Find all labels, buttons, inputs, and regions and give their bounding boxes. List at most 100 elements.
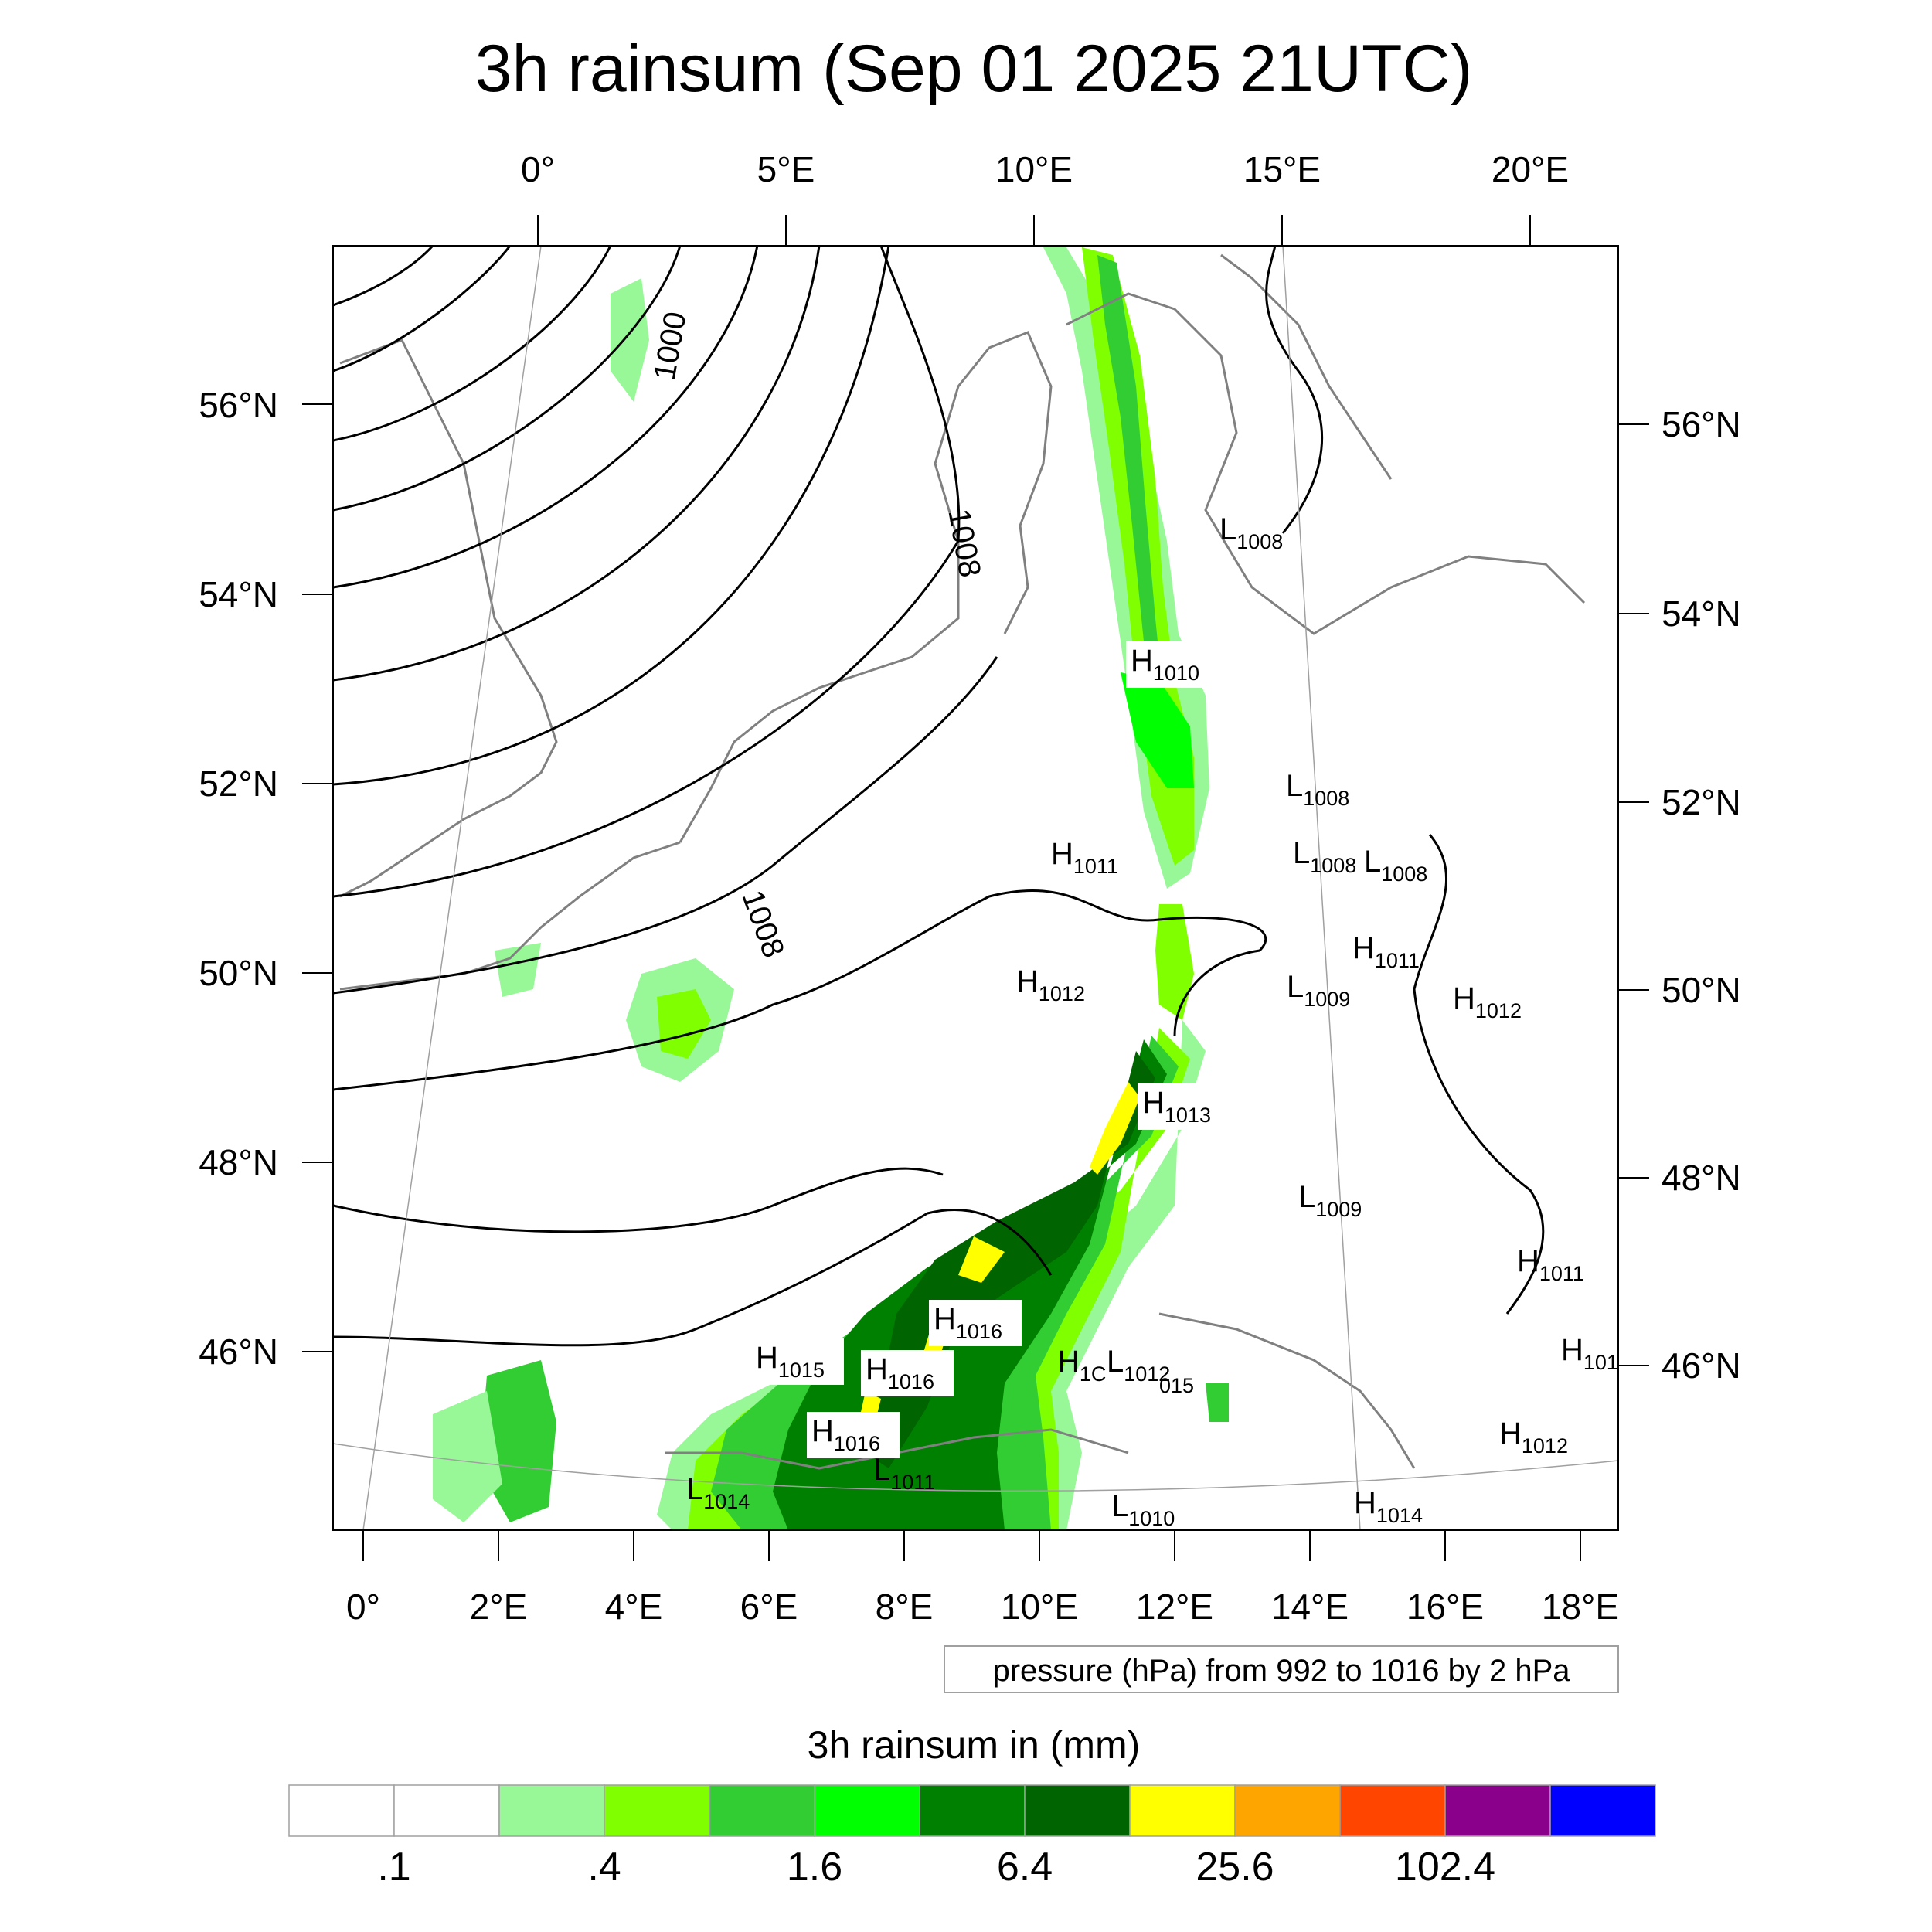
isobar-3: [333, 246, 612, 442]
rain-core-heavy-1: [1090, 1082, 1140, 1175]
svg-text:H1011: H1011: [1051, 837, 1118, 878]
colorbar-box: [1024, 1784, 1131, 1837]
pressure-center: L1010: [1111, 1489, 1175, 1530]
pressure-center: L1008: [1219, 512, 1283, 553]
svg-text:L1010: L1010: [1111, 1489, 1175, 1530]
pressure-center: L1008: [1293, 836, 1356, 877]
svg-text:015: 015: [1159, 1374, 1194, 1397]
pressure-center: H1011: [1352, 931, 1420, 972]
bottom-lon-label: 0°: [346, 1587, 380, 1627]
colorbar-label: 6.4: [997, 1845, 1053, 1889]
right-lat-label: 46°N: [1662, 1345, 1741, 1386]
contour-info-text: pressure (hPa) from 992 to 1016 by 2 hPa: [992, 1654, 1570, 1688]
svg-text:H1016: H1016: [934, 1302, 1002, 1343]
colorbar-box: [1444, 1784, 1551, 1837]
isobar-1: [333, 246, 434, 307]
svg-text:H1013: H1013: [1142, 1086, 1211, 1127]
isobar-14: [1413, 834, 1545, 1315]
contour-info-box: pressure (hPa) from 992 to 1016 by 2 hPa: [944, 1645, 1619, 1693]
pressure-center: H1013: [1138, 1083, 1230, 1130]
tick-marks: [302, 215, 1649, 1561]
rain-band-north-green: [1121, 672, 1194, 788]
coastline-britain: [339, 338, 558, 898]
bottom-lon-label: 18°E: [1542, 1587, 1619, 1627]
rain-core-heavy-2: [958, 1236, 1005, 1283]
colorbar-box: [1339, 1784, 1446, 1837]
pressure-center: H1016: [861, 1350, 954, 1396]
svg-text:H1C: H1C: [1057, 1345, 1106, 1386]
pressure-center: H1014: [1354, 1486, 1423, 1527]
svg-text:H1011: H1011: [1352, 931, 1420, 972]
bottom-lon-label: 8°E: [876, 1587, 934, 1627]
isobar-10: [333, 889, 1267, 1091]
isobar-2: [333, 246, 512, 372]
coastline-scandinavia: [1220, 253, 1393, 480]
coastline-baltic: [1066, 292, 1586, 635]
pressure-center: L1008: [1364, 845, 1427, 886]
coastline-channel: [339, 841, 681, 991]
isobar-11: [333, 1167, 944, 1233]
svg-text:L1008: L1008: [1286, 769, 1349, 810]
colorbar-box: [709, 1784, 815, 1837]
colorbar-label: 25.6: [1196, 1845, 1274, 1889]
top-lon-label: 10°E: [995, 149, 1073, 189]
colorbar-box: [604, 1784, 710, 1837]
colorbar: 3h rainsum in (mm) .1 .4 1.6 6.4 25.6 10…: [288, 1723, 1656, 1889]
colorbar-label: .1: [377, 1845, 410, 1889]
rain-patch-west-2: [611, 278, 649, 402]
svg-text:L1012: L1012: [1107, 1345, 1170, 1386]
svg-text:L1014: L1014: [686, 1472, 750, 1513]
coastline-denmark: [934, 331, 1053, 634]
pressure-center: H1012: [1016, 964, 1085, 1005]
top-longitude-labels: 0° 5°E 10°E 15°E 20°E: [521, 149, 1569, 189]
left-lat-label: 52°N: [199, 764, 278, 804]
rain-band-central-lime: [1155, 904, 1194, 1020]
pressure-center: 015: [1159, 1374, 1194, 1397]
pressure-center: H1C: [1057, 1345, 1106, 1386]
isobars: [333, 246, 1545, 1347]
svg-text:L1008: L1008: [1364, 845, 1427, 886]
rain-patch-west-3: [495, 943, 541, 997]
svg-text:L1011: L1011: [873, 1453, 935, 1494]
rain-patch-southwest-light: [433, 1391, 502, 1522]
bottom-longitude-labels: 0° 2°E 4°E 6°E 8°E 10°E 12°E 14°E 16°E 1…: [346, 1587, 1619, 1627]
isobar-6: [333, 246, 821, 682]
colorbar-box: [919, 1784, 1026, 1837]
isobar-label: 1000: [648, 309, 693, 383]
colorbar-box: [814, 1784, 920, 1837]
colorbar-label: 1.6: [787, 1845, 842, 1889]
isobar-label: 1008: [735, 886, 791, 962]
bottom-lon-label: 10°E: [1001, 1587, 1078, 1627]
left-latitude-labels: 56°N 54°N 52°N 50°N 48°N 46°N: [199, 385, 278, 1372]
colorbar-boxes: [288, 1784, 1656, 1837]
colorbar-labels: .1 .4 1.6 6.4 25.6 102.4: [377, 1845, 1495, 1889]
pressure-centers: L1008 H1010 L1008 H1011 L1008 L1008 H101…: [686, 512, 1618, 1530]
parallel-44n: [333, 1443, 1618, 1492]
map-title: 3h rainsum (Sep 01 2025 21UTC): [475, 32, 1473, 106]
isobar-4: [333, 246, 682, 512]
bottom-lon-label: 12°E: [1136, 1587, 1213, 1627]
left-lat-label: 48°N: [199, 1142, 278, 1182]
pressure-center: H1016: [929, 1300, 1022, 1346]
coastline-adriatic: [1158, 1312, 1416, 1469]
left-lat-label: 54°N: [199, 574, 278, 614]
pressure-center: H1010: [1126, 641, 1219, 688]
graticule: [333, 246, 1618, 1530]
right-lat-label: 50°N: [1662, 970, 1741, 1010]
colorbar-title: 3h rainsum in (mm): [808, 1723, 1141, 1767]
svg-text:H1012: H1012: [1016, 964, 1085, 1005]
top-lon-label: 20°E: [1492, 149, 1569, 189]
top-lon-label: 0°: [521, 149, 555, 189]
top-lon-label: 5°E: [757, 149, 815, 189]
rain-band-north-mid: [1097, 255, 1163, 719]
svg-text:H1014: H1014: [1354, 1486, 1423, 1527]
isobar-12: [333, 1209, 1053, 1347]
svg-text:H1016: H1016: [866, 1352, 934, 1393]
svg-text:L1008: L1008: [1293, 836, 1356, 877]
svg-text:H1010: H1010: [1131, 644, 1199, 685]
pressure-center: H1011: [1051, 837, 1118, 878]
left-lat-label: 46°N: [199, 1332, 278, 1372]
isobar-5: [333, 246, 759, 589]
right-lat-label: 54°N: [1662, 594, 1741, 634]
right-lat-label: 56°N: [1662, 404, 1741, 444]
